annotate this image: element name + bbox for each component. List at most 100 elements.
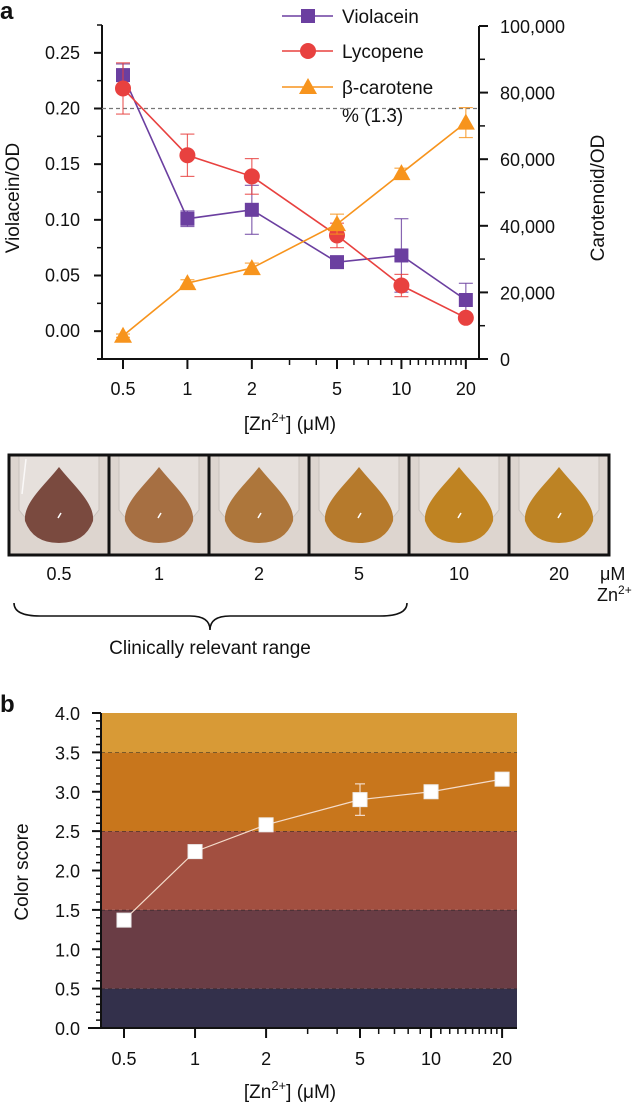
data-point-triangle [392, 164, 411, 181]
tube-liquid [424, 467, 494, 543]
data-point-square [458, 292, 473, 307]
highlight [457, 512, 462, 519]
concentration-label: 0.5 [46, 564, 71, 584]
y-right-tick-label: 40,000 [500, 217, 555, 237]
y-tick-label: 0.20 [45, 99, 80, 119]
y-axis-label: Color score [12, 823, 33, 920]
x-tick-label: 2 [247, 379, 257, 399]
tube-photo-1 [107, 453, 211, 557]
x-tick-label: 5 [332, 379, 342, 399]
data-point-square [494, 771, 510, 787]
x-tick-label: 5 [355, 1049, 365, 1069]
data-point-circle [393, 277, 410, 294]
data-point-square [180, 211, 195, 226]
data-point-square [258, 817, 274, 833]
data-point-circle [243, 168, 260, 185]
x-axis-label: [Zn2+] (μM) [244, 410, 336, 435]
legend-label-line2: % (1.3) [342, 106, 403, 127]
legend-label: Violacein [342, 7, 419, 28]
concentration-label: 1 [154, 564, 164, 584]
unit-label: μM [600, 564, 625, 584]
y-axis-label-left: Violacein/OD [3, 143, 24, 254]
data-point-circle [179, 147, 196, 164]
highlight [157, 512, 162, 519]
color-band-2 [101, 831, 517, 910]
y-tick-label: 0.05 [45, 266, 80, 286]
tube-liquid [524, 467, 594, 543]
chart-b: 0.0 0.5 1.0 1.5 2.0 2.5 3.0 3.5 4.0 0.5 1 2 5 10 20 [Zn… [12, 704, 517, 1103]
chart-a: 0.00 0.05 0.10 0.15 0.20 0.25 0 20,000 40,000 60,… [3, 7, 609, 435]
x-tick-label: 10 [421, 1049, 441, 1069]
highlight [557, 512, 562, 519]
data-point-square [423, 784, 439, 800]
y-right-tick-label: 20,000 [500, 283, 555, 303]
color-band-4 [101, 713, 517, 753]
y-tick-label: 1.0 [55, 940, 80, 960]
photo-frame [507, 453, 611, 557]
y-tick-label: 4.0 [55, 704, 80, 724]
x-tick-label: 0.5 [110, 379, 135, 399]
tube-photo-20 [507, 453, 611, 557]
y-tick-label: 3.5 [55, 743, 80, 763]
color-band-3 [101, 752, 517, 832]
data-point-triangle [114, 326, 132, 343]
legend-marker-triangle [299, 78, 317, 94]
legend-label: Lycopene [342, 42, 424, 63]
legend-label: β-carotene [342, 78, 433, 99]
range-label: Clinically relevant range [109, 638, 311, 659]
y-tick-label: 1.5 [55, 901, 80, 921]
data-point-triangle [178, 274, 197, 291]
x-tick-label: 2 [261, 1049, 271, 1069]
x-tick-label: 20 [492, 1049, 512, 1069]
y-tick-label: 0.00 [45, 321, 80, 341]
concentration-label: 2 [254, 564, 264, 584]
panel-label-a: a [0, 0, 14, 25]
concentration-label: 10 [449, 564, 469, 584]
highlight [57, 512, 62, 519]
tube-liquid [24, 467, 94, 543]
data-point-square [352, 792, 368, 808]
x-tick-label: 20 [456, 379, 476, 399]
tube-photo-2 [207, 453, 311, 557]
y-tick-label: 3.0 [55, 783, 80, 803]
data-point-square [394, 248, 409, 263]
pipette-reflection [21, 458, 27, 495]
tube-photo-5 [307, 453, 411, 557]
data-point-square [330, 255, 344, 270]
data-point-square [187, 844, 203, 860]
series-line-0 [122, 74, 467, 301]
x-tick-label: 1 [182, 379, 192, 399]
data-point-triangle [242, 259, 261, 276]
highlight [357, 512, 362, 519]
data-point-circle [457, 309, 474, 326]
series-line-2 [122, 121, 467, 337]
y-tick-label: 2.0 [55, 862, 80, 882]
data-point-triangle [328, 215, 346, 232]
tube-liquid [124, 467, 194, 543]
y-tick-label: 0.25 [45, 43, 80, 63]
y-tick-label: 0.10 [45, 210, 80, 230]
data-point-circle [329, 227, 345, 244]
tube-liquid [224, 467, 294, 543]
y-right-tick-label: 60,000 [500, 150, 555, 170]
y-tick-label: 0.15 [45, 154, 80, 174]
x-tick-label: 0.5 [111, 1049, 136, 1069]
y-right-tick-label: 100,000 [500, 17, 565, 37]
series-line-1 [122, 87, 467, 319]
panel-label-b: b [0, 691, 15, 718]
data-point-circle [115, 80, 131, 97]
tube-liquid [324, 467, 394, 543]
legend-marker-square [301, 9, 315, 23]
concentration-label: 20 [549, 564, 569, 584]
highlight [257, 512, 262, 519]
y-tick-label: 2.5 [55, 822, 80, 842]
y-tick-label: 0.0 [55, 1019, 80, 1039]
y-tick-label: 0.5 [55, 980, 80, 1000]
data-point-square [116, 912, 132, 928]
legend-marker-circle [300, 43, 316, 59]
data-point-square [244, 202, 259, 217]
y-axis-label-right: Carotenoid/OD [588, 135, 609, 262]
series-line [123, 778, 503, 921]
